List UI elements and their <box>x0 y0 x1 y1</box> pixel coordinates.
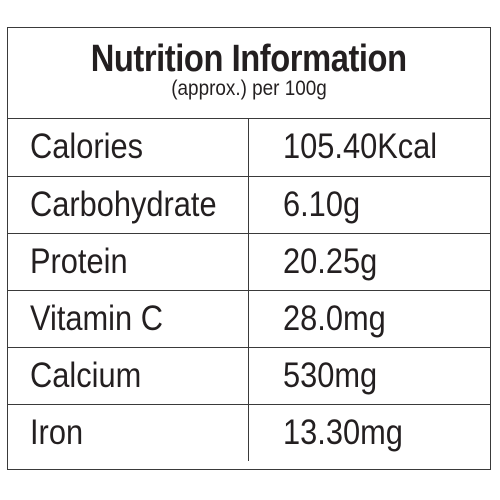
nutrient-amount: 13.30mg <box>282 412 403 452</box>
nutrient-cell: Carbohydrate <box>8 176 249 234</box>
table-row: Calcium 530mg <box>8 347 490 405</box>
amount-cell: 20.25g <box>248 233 490 291</box>
nutrient-cell: Vitamin C <box>8 290 249 348</box>
nutrition-table: Calories 105.40Kcal Carbohydrate 6.10g Prote… <box>8 119 490 461</box>
nutrient-amount: 20.25g <box>282 241 377 281</box>
table-row: Iron 13.30mg <box>8 404 490 461</box>
subtitle: (approx.) per 100g <box>171 77 327 100</box>
table-row: Carbohydrate 6.10g <box>8 176 490 234</box>
nutrient-name: Carbohydrate <box>30 184 217 224</box>
table-row: Protein 20.25g <box>8 233 490 291</box>
header: Nutrition Information (approx.) per 100g <box>8 28 490 119</box>
nutrient-cell: Calcium <box>8 347 249 405</box>
amount-cell: 530mg <box>248 347 490 405</box>
table-row: Vitamin C 28.0mg <box>8 290 490 348</box>
nutrient-amount: 6.10g <box>282 184 360 224</box>
table-row: Calories 105.40Kcal <box>8 119 490 177</box>
nutrient-name: Protein <box>30 241 128 281</box>
nutrient-cell: Iron <box>8 404 249 461</box>
nutrient-amount: 28.0mg <box>282 298 386 338</box>
nutrient-name: Vitamin C <box>30 298 163 338</box>
amount-cell: 28.0mg <box>248 290 490 348</box>
nutrient-name: Calories <box>30 127 143 167</box>
nutrient-cell: Protein <box>8 233 249 291</box>
nutrient-cell: Calories <box>8 119 249 177</box>
amount-cell: 13.30mg <box>248 404 490 461</box>
nutrient-name: Iron <box>30 412 84 452</box>
nutrient-name: Calcium <box>30 355 142 395</box>
nutrient-amount: 530mg <box>282 355 377 395</box>
title: Nutrition Information <box>91 38 407 80</box>
nutrition-card: Nutrition Information (approx.) per 100g… <box>7 27 491 470</box>
amount-cell: 105.40Kcal <box>248 119 490 177</box>
nutrient-amount: 105.40Kcal <box>282 127 437 167</box>
amount-cell: 6.10g <box>248 176 490 234</box>
